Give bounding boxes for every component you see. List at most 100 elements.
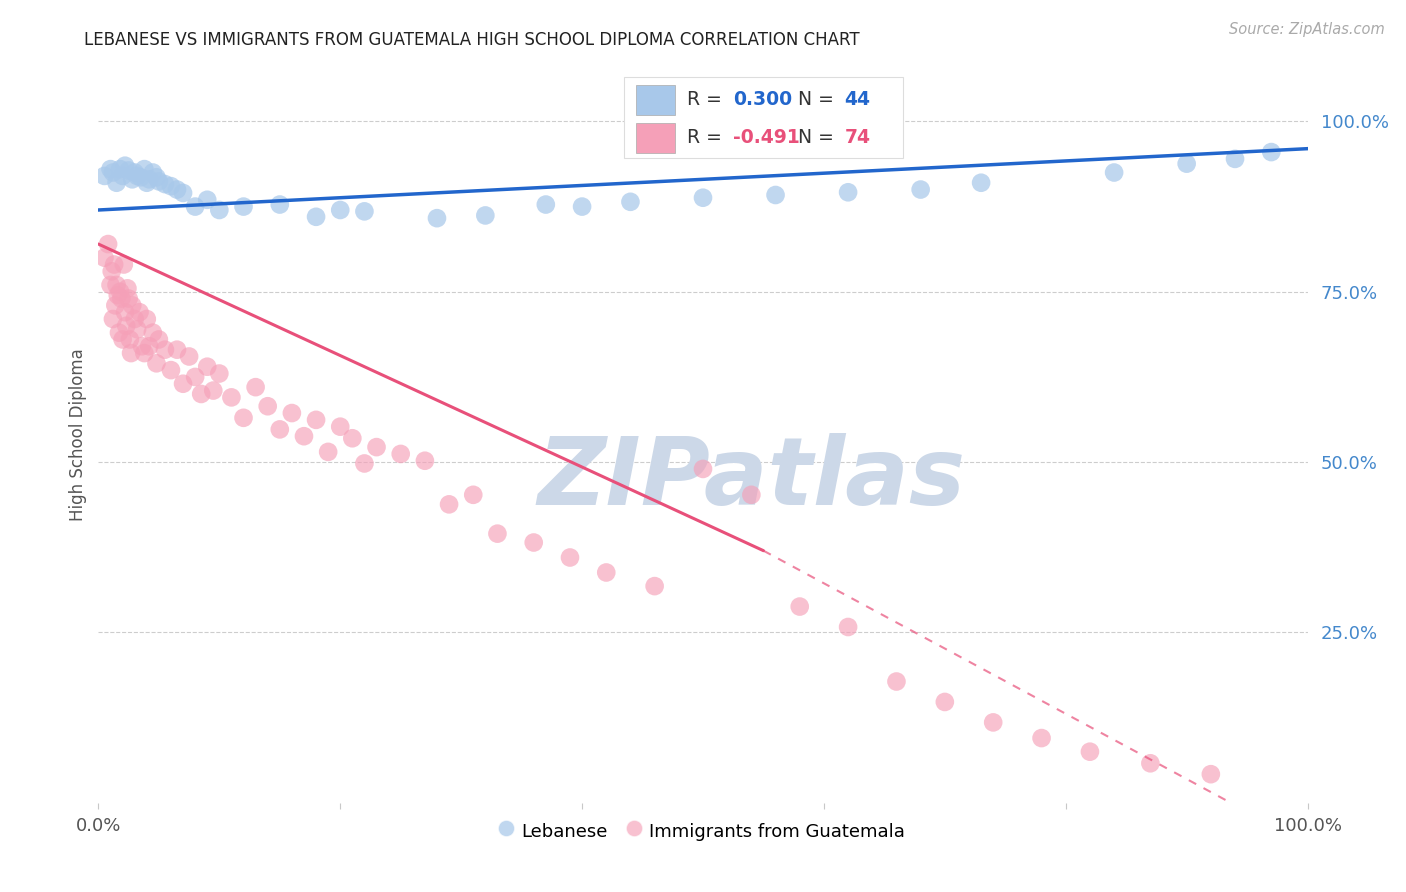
Point — [110, 292, 132, 306]
Point — [103, 258, 125, 272]
Point — [692, 191, 714, 205]
Point — [644, 579, 666, 593]
Point — [115, 318, 138, 333]
Point — [329, 419, 352, 434]
Text: 74: 74 — [845, 128, 870, 147]
Text: LEBANESE VS IMMIGRANTS FROM GUATEMALA HIGH SCHOOL DIPLOMA CORRELATION CHART: LEBANESE VS IMMIGRANTS FROM GUATEMALA HI… — [84, 31, 860, 49]
Point — [534, 197, 557, 211]
Point — [195, 193, 218, 207]
Point — [118, 333, 141, 347]
Point — [127, 322, 149, 336]
Point — [160, 179, 183, 194]
Point — [981, 715, 1004, 730]
Point — [108, 285, 131, 299]
Point — [112, 258, 135, 272]
Point — [153, 343, 176, 357]
FancyBboxPatch shape — [637, 123, 675, 153]
Point — [100, 264, 122, 278]
Point — [765, 188, 787, 202]
Point — [208, 202, 231, 217]
Point — [970, 176, 993, 190]
Point — [142, 165, 165, 179]
Point — [208, 367, 231, 381]
Point — [172, 376, 194, 391]
Point — [1078, 745, 1101, 759]
Point — [134, 346, 156, 360]
Point — [886, 674, 908, 689]
Point — [245, 380, 267, 394]
Point — [107, 288, 129, 302]
Point — [93, 169, 115, 183]
Point — [474, 209, 496, 223]
Point — [221, 390, 243, 404]
Point — [128, 305, 150, 319]
Point — [124, 165, 146, 179]
Point — [486, 526, 509, 541]
Point — [1139, 756, 1161, 771]
Point — [1260, 145, 1282, 159]
Point — [256, 399, 278, 413]
Point — [153, 177, 176, 191]
Point — [111, 333, 134, 347]
Point — [129, 170, 152, 185]
Point — [1102, 165, 1125, 179]
Point — [100, 162, 122, 177]
Point — [366, 440, 388, 454]
Point — [135, 176, 157, 190]
Point — [148, 174, 170, 188]
Point — [120, 346, 142, 360]
Point — [179, 350, 201, 364]
Point — [131, 339, 153, 353]
Point — [342, 431, 364, 445]
Point — [269, 197, 291, 211]
Point — [837, 186, 859, 200]
Text: R =: R = — [688, 90, 728, 110]
Point — [619, 194, 641, 209]
Point — [105, 277, 128, 292]
Point — [105, 176, 128, 190]
Point — [1199, 767, 1222, 781]
Point — [108, 326, 131, 340]
Point — [127, 169, 149, 183]
Point — [292, 429, 315, 443]
Point — [910, 183, 932, 197]
Point — [523, 535, 546, 549]
Point — [135, 312, 157, 326]
Point — [118, 292, 141, 306]
Point — [101, 165, 124, 179]
Point — [184, 200, 207, 214]
Point — [160, 363, 183, 377]
Legend: Lebanese, Immigrants from Guatemala: Lebanese, Immigrants from Guatemala — [494, 813, 912, 849]
Point — [463, 488, 485, 502]
Text: -0.491: -0.491 — [734, 128, 800, 147]
Point — [740, 488, 762, 502]
Point — [124, 312, 146, 326]
Point — [281, 406, 304, 420]
Point — [305, 210, 328, 224]
FancyBboxPatch shape — [624, 78, 903, 158]
Point — [104, 298, 127, 312]
Point — [97, 237, 120, 252]
Point — [114, 159, 136, 173]
Point — [142, 326, 165, 340]
Text: ZIPatlas: ZIPatlas — [537, 433, 966, 525]
Point — [1175, 156, 1198, 170]
Point — [305, 413, 328, 427]
Text: Source: ZipAtlas.com: Source: ZipAtlas.com — [1229, 22, 1385, 37]
Point — [166, 343, 188, 357]
Point — [692, 462, 714, 476]
Point — [114, 305, 136, 319]
Point — [353, 457, 375, 471]
Point — [184, 370, 207, 384]
Point — [269, 422, 291, 436]
Point — [837, 620, 859, 634]
Point — [148, 333, 170, 347]
Point — [202, 384, 225, 398]
Text: N =: N = — [786, 90, 841, 110]
Point — [571, 200, 593, 214]
Point — [145, 170, 167, 185]
Point — [329, 202, 352, 217]
Point — [389, 447, 412, 461]
Text: R =: R = — [688, 128, 728, 147]
Point — [232, 200, 254, 214]
